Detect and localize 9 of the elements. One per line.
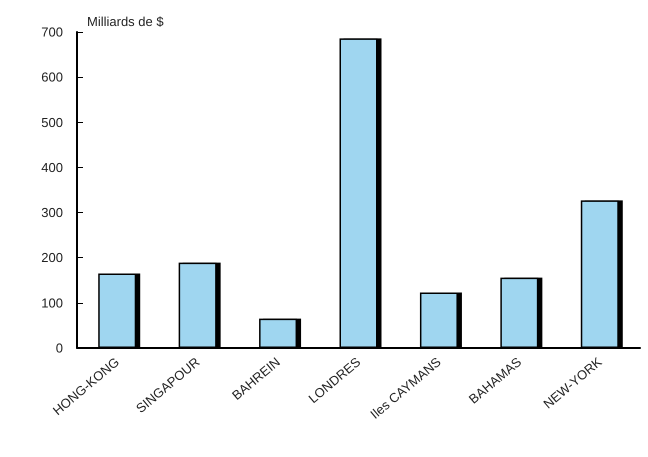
y-tick-label: 300 — [41, 205, 63, 220]
y-axis-title: Milliards de $ — [87, 14, 164, 29]
y-tick-label: 100 — [41, 295, 63, 310]
y-tick-label: 0 — [56, 340, 63, 356]
y-tick-label: 400 — [41, 160, 63, 175]
y-tick-label: 700 — [41, 24, 63, 40]
y-tick-label: 500 — [41, 114, 63, 130]
y-tick-label: 200 — [41, 250, 63, 266]
y-tick-label: 600 — [41, 70, 63, 85]
